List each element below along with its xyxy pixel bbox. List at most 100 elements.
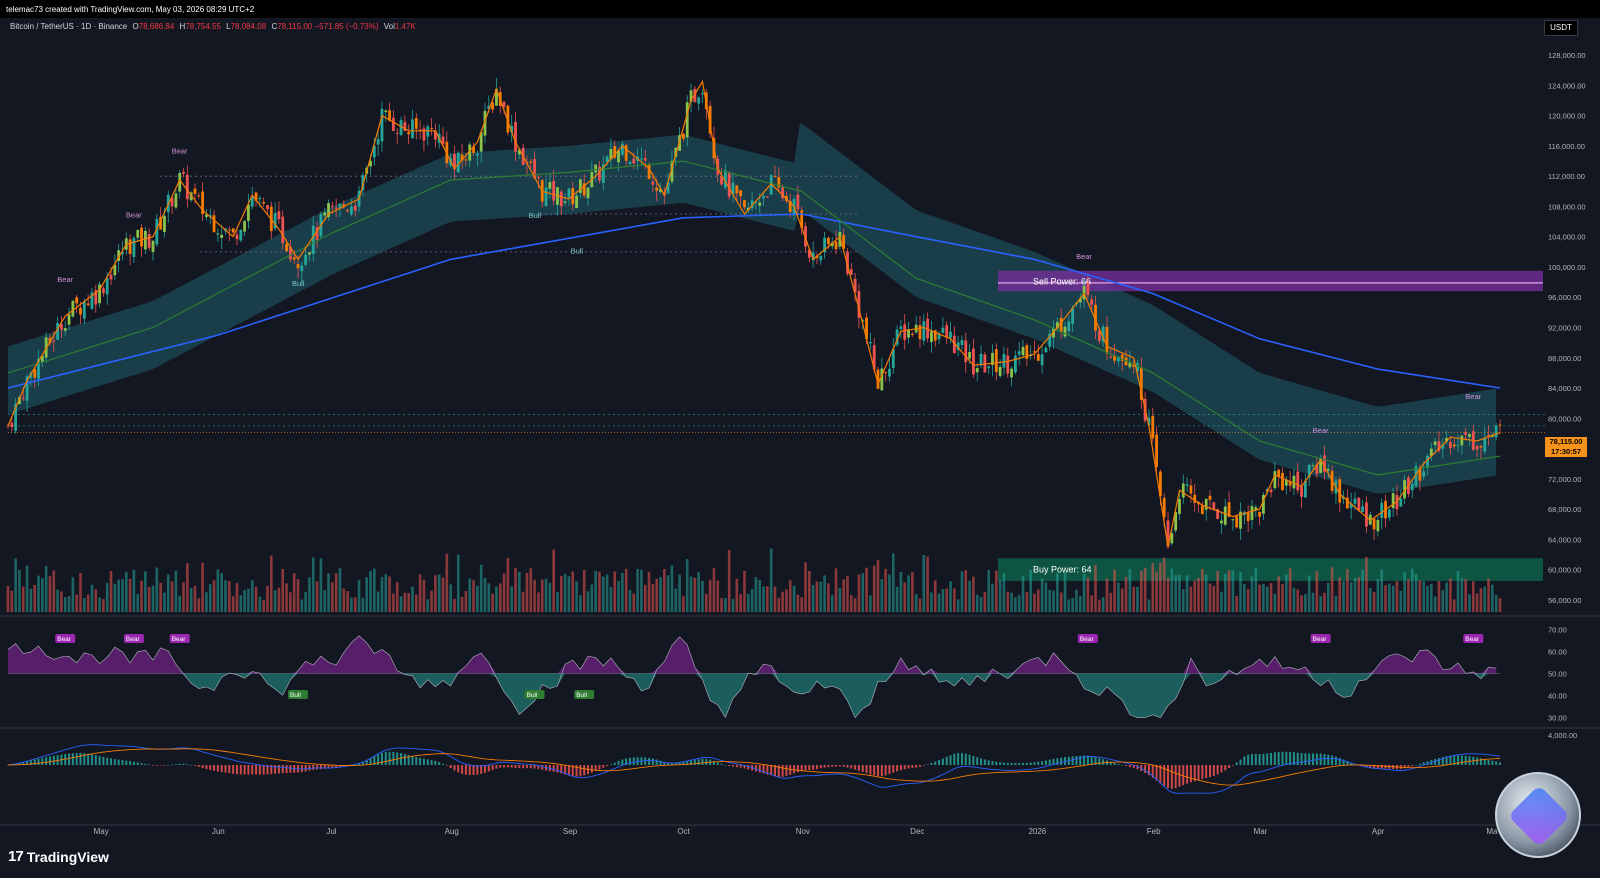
candle-body [1296, 471, 1300, 491]
volume-bar [926, 556, 929, 612]
macd-signal-line [7, 748, 1501, 786]
volume-bar [1208, 583, 1212, 612]
currency-button[interactable]: USDT [1544, 20, 1578, 36]
volume-bar [693, 577, 697, 612]
volume-bar [247, 588, 250, 612]
candle-body [659, 188, 662, 192]
candle-body [1452, 444, 1456, 447]
bear-signal-label: Bear [172, 146, 188, 155]
volume-bar [334, 573, 338, 612]
macd-histogram-bar [1136, 765, 1139, 770]
tradingview-brand[interactable]: 17 TradingView [8, 848, 109, 865]
candle-body [231, 228, 235, 233]
candle-body [392, 117, 395, 132]
candle-body [1071, 308, 1075, 324]
candle-body [399, 120, 403, 135]
candle-body [537, 177, 540, 179]
macd-histogram-bar [594, 765, 597, 772]
volume-bar [1426, 586, 1429, 612]
candle-body [40, 355, 44, 363]
volume-bar [567, 576, 571, 612]
macd-histogram-bar [129, 761, 132, 765]
macd-histogram-bar [1117, 763, 1120, 765]
low-value: 78,084.08 [230, 22, 267, 31]
volume-bar [1036, 589, 1040, 612]
macd-histogram-bar [419, 757, 422, 765]
candle-body [857, 290, 861, 318]
volume-bar [1174, 575, 1177, 612]
candle-body [617, 150, 620, 163]
candle-body [632, 158, 636, 164]
macd-histogram-bar [415, 757, 418, 765]
candle-body [1399, 498, 1403, 507]
macd-histogram-bar [1220, 765, 1223, 773]
macd-histogram-bar [430, 760, 433, 765]
macd-histogram-bar [1128, 765, 1131, 768]
candle-body [71, 300, 75, 317]
candle-body [598, 166, 601, 181]
volume-bar [712, 568, 716, 612]
candle-body [292, 257, 296, 260]
candle-body [1128, 361, 1132, 368]
volume-bar [1189, 586, 1193, 612]
candle-body [975, 368, 979, 373]
macd-histogram-bar [87, 753, 90, 765]
symbol-label[interactable]: Bitcoin / TetherUS · 1D · Binance [10, 22, 128, 31]
candle-body [311, 225, 315, 255]
high-key: H [179, 22, 186, 31]
candle-body [483, 110, 487, 136]
macd-histogram-bar [277, 765, 280, 774]
candle-body [1158, 471, 1162, 497]
macd-histogram-bar [804, 765, 807, 771]
volume-bar [636, 569, 639, 612]
macd-histogram-bar [75, 753, 78, 765]
macd-histogram-bar [899, 765, 902, 771]
open-value: 78,686.84 [138, 22, 175, 31]
candle-body [1181, 483, 1185, 498]
macd-histogram-bar [308, 765, 311, 771]
oscillator-bear-badge [1310, 634, 1331, 643]
candle-body [113, 264, 117, 276]
macd-histogram-bar [831, 765, 834, 767]
oscillator-bull-badge-text: Bull [290, 692, 301, 699]
macd-histogram-bar [1151, 765, 1154, 778]
volume-bar [224, 580, 227, 612]
volume-bar [1494, 594, 1498, 612]
candle-body [1391, 493, 1395, 509]
volume-bar [121, 579, 124, 612]
candle-body [998, 366, 1002, 376]
macd-histogram-bar [1338, 757, 1341, 765]
volume-bar [48, 576, 52, 612]
volume-bar [697, 572, 700, 612]
macd-histogram-bar [464, 765, 467, 775]
candle-body [708, 105, 712, 134]
candle-body [1189, 485, 1193, 494]
candle-body [823, 237, 826, 252]
oscillator-bear-badge [1077, 634, 1098, 643]
macd-histogram-bar [1342, 759, 1345, 765]
oscillator-bear-badge [169, 634, 190, 643]
volume-bar [75, 594, 78, 612]
macd-histogram-bar [1174, 765, 1177, 789]
volume-bar [373, 568, 376, 612]
volume-bar [1281, 584, 1284, 612]
candle-body [609, 149, 613, 160]
volume-bar [1223, 573, 1227, 612]
volume-bar [857, 574, 861, 612]
candle-body [1227, 502, 1231, 517]
candle-body [1013, 355, 1017, 373]
macd-histogram-bar [1029, 762, 1032, 765]
macd-histogram-bar [617, 760, 620, 765]
macd-histogram-bar [338, 765, 341, 768]
macd-histogram-bar [896, 765, 899, 772]
candle-body [193, 188, 197, 194]
candle-body [930, 331, 933, 343]
volume-bar [1075, 589, 1078, 612]
candle-body [1048, 333, 1052, 347]
candle-body [800, 210, 804, 228]
macd-histogram-bar [22, 762, 25, 765]
macd-histogram-bar [1125, 765, 1128, 767]
macd-histogram-bar [655, 759, 658, 765]
oscillator-bear-badge-text: Bear [1313, 636, 1328, 643]
